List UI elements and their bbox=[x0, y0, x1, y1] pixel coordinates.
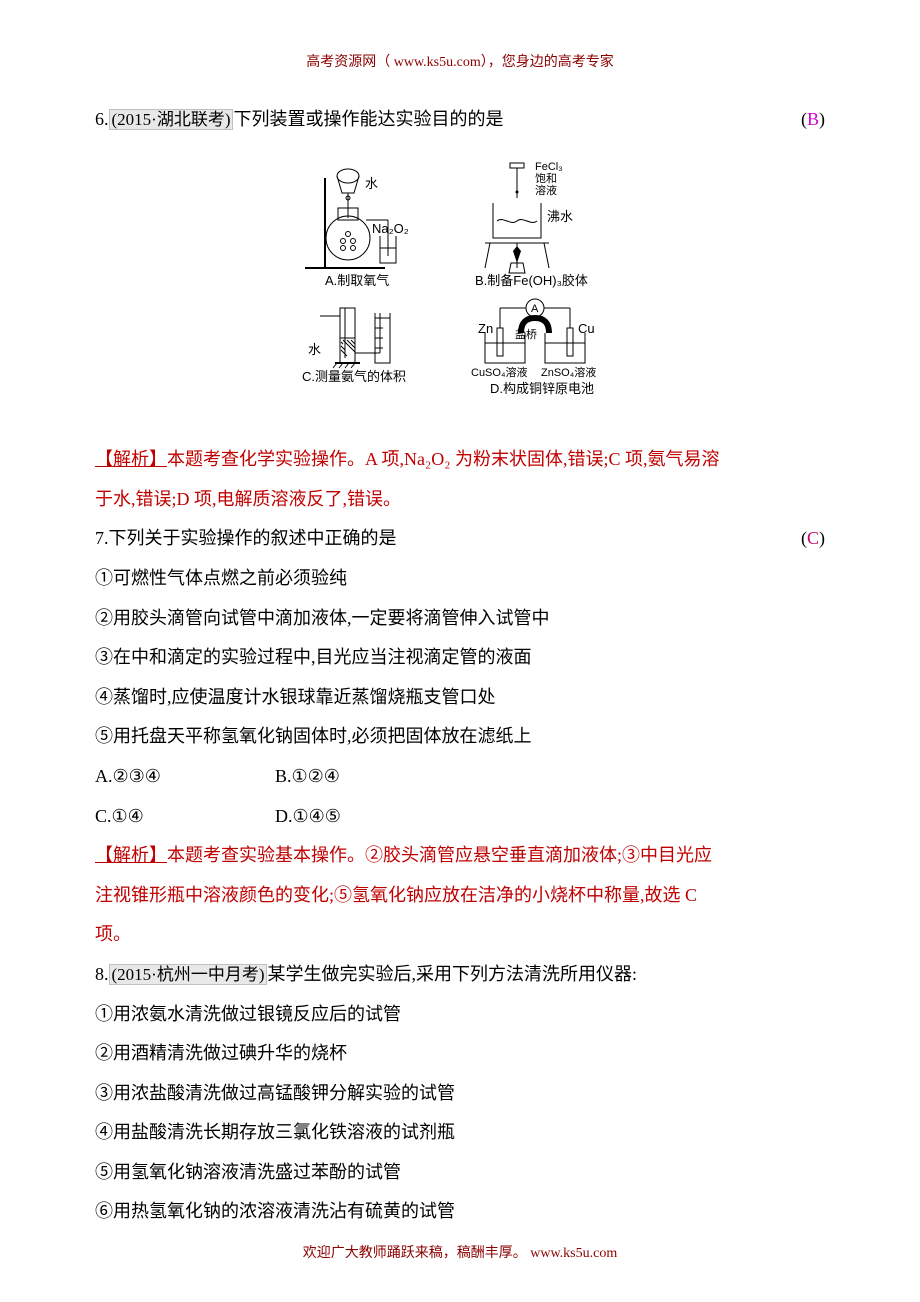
diagram-d: A 盐桥 Zn Cu CuSO₄溶液 ZnSO₄溶 bbox=[471, 299, 596, 396]
q7-number: 7. bbox=[95, 528, 109, 548]
q7-explain-line1: 【解析】本题考查实验基本操作。②胶头滴管应悬空垂直滴加液体;③中目光应 bbox=[95, 836, 825, 876]
q8-item2: ②用酒精清洗做过碘升华的烧杯 bbox=[95, 1034, 825, 1074]
q8-item6: ⑥用热氢氧化钠的浓溶液清洗沾有硫黄的试管 bbox=[95, 1192, 825, 1232]
q8-text: 某学生做完实验后,采用下列方法清洗所用仪器: bbox=[267, 964, 637, 984]
q8-number: 8. bbox=[95, 964, 109, 984]
q7-option-c: C.①④ bbox=[95, 797, 275, 837]
q7-item5: ⑤用托盘天平称氢氧化钠固体时,必须把固体放在滤纸上 bbox=[95, 717, 825, 757]
q6-explain-text1: 本题考查化学实验操作。A 项,Na₂O₂ 为粉末状固体,错误;C 项,氨气易溶 bbox=[167, 449, 720, 469]
q6-diagrams: 水 Na₂O₂ A.制取氧气 bbox=[95, 148, 825, 433]
q7-option-a: A.②③④ bbox=[95, 757, 275, 797]
q7-rparen: ) bbox=[819, 528, 825, 548]
d-zn-label: Zn bbox=[478, 321, 493, 336]
q8-item3: ③用浓盐酸清洗做过高锰酸钾分解实验的试管 bbox=[95, 1074, 825, 1114]
q7-text: 下列关于实验操作的叙述中正确的是 bbox=[109, 528, 397, 548]
q7-answer: C bbox=[807, 528, 819, 548]
d-yanqiao-label: 盐桥 bbox=[515, 328, 537, 341]
q6-stem: 6.(2015·湖北联考)下列装置或操作能达实验目的的是 bbox=[95, 100, 503, 140]
q7-option-b: B.①②④ bbox=[275, 757, 455, 797]
diagram-c: 水 C.测量氨气的体积 bbox=[302, 308, 406, 384]
c-caption: C.测量氨气的体积 bbox=[302, 369, 406, 384]
a-water-label: 水 bbox=[365, 176, 378, 191]
q6-source-tag: (2015·湖北联考) bbox=[109, 109, 234, 130]
q7-answer-group: (C) bbox=[801, 519, 825, 559]
page-footer: 欢迎广大教师踊跃来稿，稿酬丰厚。 www.ks5u.com bbox=[0, 1239, 920, 1270]
q7-explain-label: 【解析】 bbox=[95, 845, 167, 865]
q7-item3: ③在中和滴定的实验过程中,目光应当注视滴定管的液面 bbox=[95, 638, 825, 678]
q7-options-row1: A.②③④ B.①②④ bbox=[95, 757, 825, 797]
q6-rparen: ) bbox=[819, 109, 825, 129]
b-caption: B.制备Fe(OH)₃胶体 bbox=[475, 273, 588, 288]
q7-options-row2: C.①④ D.①④⑤ bbox=[95, 797, 825, 837]
q8-source-tag: (2015·杭州一中月考) bbox=[109, 964, 268, 985]
diagram-b: FeCl₃ 饱和 溶液 沸水 B.制备Fe(OH)₃胶体 bbox=[475, 161, 588, 288]
q6-number: 6. bbox=[95, 109, 109, 129]
b-baohe-label: 饱和 bbox=[535, 171, 557, 185]
d-cuso4-label: CuSO₄溶液 bbox=[471, 365, 527, 379]
q7-line: 7.下列关于实验操作的叙述中正确的是 (C) bbox=[95, 519, 825, 559]
d-a-label: A bbox=[531, 303, 539, 315]
content-area: 6.(2015·湖北联考)下列装置或操作能达实验目的的是 (B) 水 bbox=[95, 100, 825, 1232]
q7-item4: ④蒸馏时,应使温度计水银球靠近蒸馏烧瓶支管口处 bbox=[95, 678, 825, 718]
q6-explain-line1: 【解析】本题考查化学实验操作。A 项,Na₂O₂ 为粉末状固体,错误;C 项,氨… bbox=[95, 440, 825, 480]
diagram-a: 水 Na₂O₂ A.制取氧气 bbox=[305, 169, 409, 288]
b-feishui-label: 沸水 bbox=[547, 209, 573, 224]
b-rongye-label: 溶液 bbox=[535, 183, 557, 197]
c-water-label: 水 bbox=[308, 342, 321, 357]
q6-svg: 水 Na₂O₂ A.制取氧气 bbox=[270, 148, 650, 418]
q6-explain-label: 【解析】 bbox=[95, 449, 167, 469]
q7-explain-line3: 项。 bbox=[95, 915, 825, 955]
a-na2o2-label: Na₂O₂ bbox=[372, 221, 409, 236]
q7-explain-line2: 注视锥形瓶中溶液颜色的变化;⑤氢氧化钠应放在洁净的小烧杯中称量,故选 C bbox=[95, 876, 825, 916]
d-znso4-label: ZnSO₄溶液 bbox=[541, 365, 596, 379]
q8-item5: ⑤用氢氧化钠溶液清洗盛过苯酚的试管 bbox=[95, 1153, 825, 1193]
q6-explain-line2: 于水,错误;D 项,电解质溶液反了,错误。 bbox=[95, 480, 825, 520]
a-caption: A.制取氧气 bbox=[325, 273, 389, 288]
q6-answer: B bbox=[807, 109, 819, 129]
q7-stem: 7.下列关于实验操作的叙述中正确的是 bbox=[95, 519, 397, 559]
q6-answer-group: (B) bbox=[801, 100, 825, 140]
q8-item1: ①用浓氨水清洗做过银镜反应后的试管 bbox=[95, 995, 825, 1035]
d-cu-label: Cu bbox=[578, 321, 595, 336]
q6-line: 6.(2015·湖北联考)下列装置或操作能达实验目的的是 (B) bbox=[95, 100, 825, 140]
d-caption: D.构成铜锌原电池 bbox=[490, 381, 594, 396]
q7-item2: ②用胶头滴管向试管中滴加液体,一定要将滴管伸入试管中 bbox=[95, 599, 825, 639]
page-header: 高考资源网（ www.ks5u.com），您身边的高考专家 bbox=[0, 48, 920, 79]
b-fecl3-label: FeCl₃ bbox=[535, 161, 563, 173]
q7-option-d: D.①④⑤ bbox=[275, 797, 455, 837]
q6-text: 下列装置或操作能达实验目的的是 bbox=[233, 109, 503, 129]
q7-item1: ①可燃性气体点燃之前必须验纯 bbox=[95, 559, 825, 599]
q8-item4: ④用盐酸清洗长期存放三氯化铁溶液的试剂瓶 bbox=[95, 1113, 825, 1153]
q8-line: 8.(2015·杭州一中月考)某学生做完实验后,采用下列方法清洗所用仪器: bbox=[95, 955, 825, 995]
q7-explain-text1: 本题考查实验基本操作。②胶头滴管应悬空垂直滴加液体;③中目光应 bbox=[167, 845, 712, 865]
